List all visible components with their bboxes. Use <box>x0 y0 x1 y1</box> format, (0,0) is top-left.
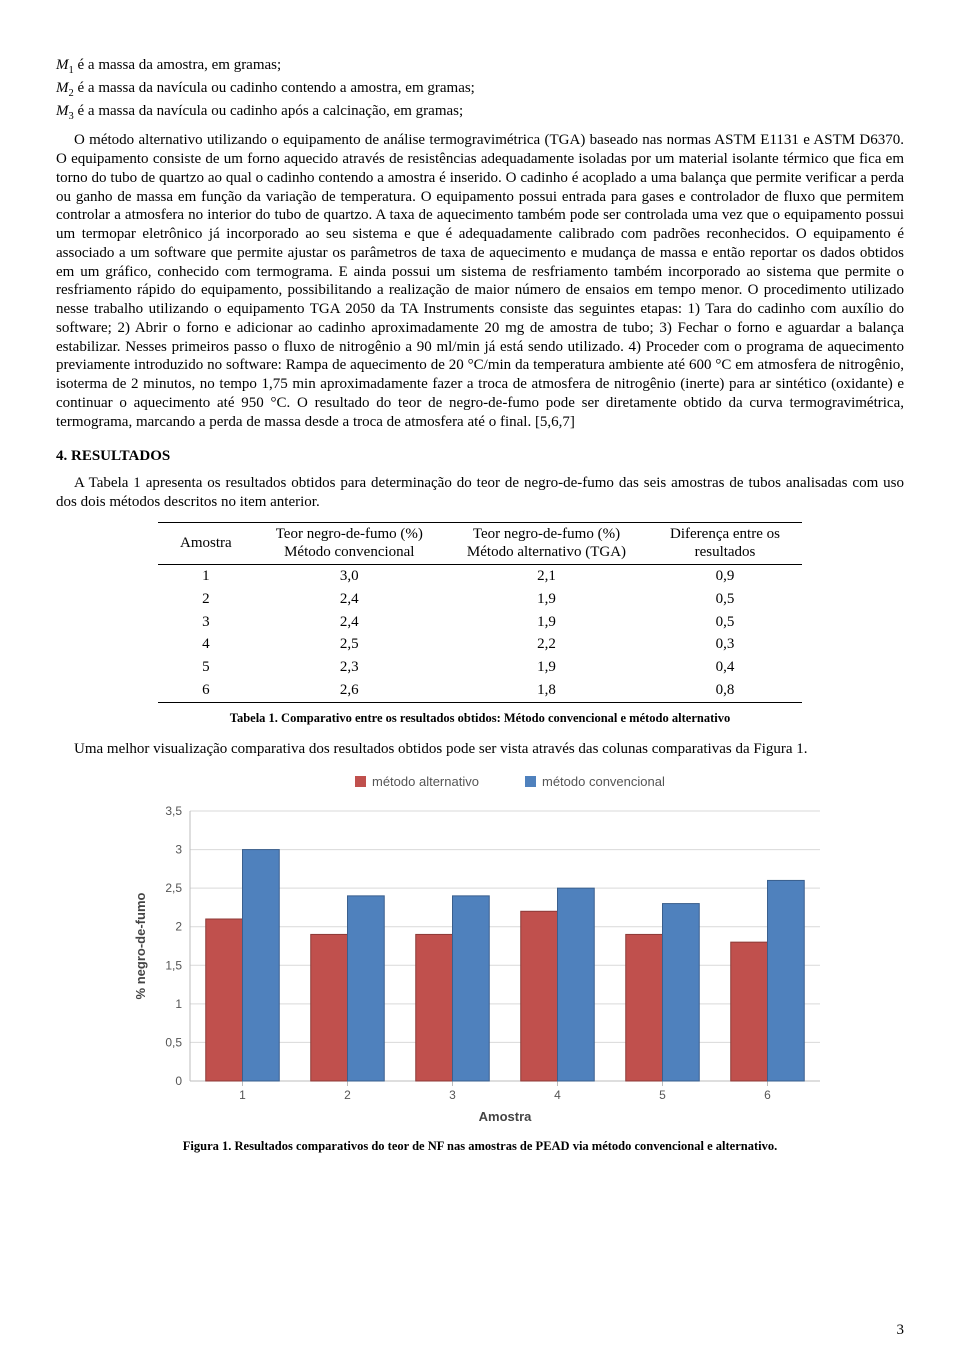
table-cell: 2,4 <box>254 611 445 634</box>
table-cell: 1 <box>158 565 254 588</box>
table-row: 32,41,90,5 <box>158 611 802 634</box>
y-tick-label: 3,5 <box>165 804 182 818</box>
legend-label: método convencional <box>542 774 665 789</box>
table-cell: 1,9 <box>445 656 648 679</box>
table-cell: 3,0 <box>254 565 445 588</box>
bar <box>521 911 558 1081</box>
bar <box>558 888 595 1081</box>
bar-chart: 0 0,5 1 1,5 2 2,5 3 3,5 1 2 3 4 5 6 % negro-de-fumo Amo… <box>120 771 840 1131</box>
section-heading-resultados: 4. RESULTADOS <box>56 447 904 466</box>
table-cell: 2,2 <box>445 633 648 656</box>
table-caption: Tabela 1. Comparativo entre os resultado… <box>56 711 904 727</box>
table-cell: 5 <box>158 656 254 679</box>
bar <box>731 942 768 1081</box>
legend-label: método alternativo <box>372 774 479 789</box>
table-cell: 6 <box>158 679 254 702</box>
y-tick-label: 2 <box>175 920 182 934</box>
table-cell: 4 <box>158 633 254 656</box>
bar <box>311 934 348 1081</box>
bar <box>348 896 385 1081</box>
table-cell: 2,3 <box>254 656 445 679</box>
page-number: 3 <box>897 1321 905 1340</box>
y-tick-label: 3 <box>175 843 182 857</box>
table-header-cell: Amostra <box>158 522 254 565</box>
table-cell: 0,3 <box>648 633 802 656</box>
table-cell: 0,5 <box>648 611 802 634</box>
table-cell: 2 <box>158 588 254 611</box>
x-tick-label: 4 <box>554 1088 561 1102</box>
table-row: 22,41,90,5 <box>158 588 802 611</box>
definition-line: M1 é a massa da amostra, em gramas; <box>56 56 904 77</box>
main-paragraph: O método alternativo utilizando o equipa… <box>56 131 904 431</box>
table-header-cell: Teor negro-de-fumo (%)Método alternativo… <box>445 522 648 565</box>
table-row: 42,52,20,3 <box>158 633 802 656</box>
table-cell: 1,8 <box>445 679 648 702</box>
table-cell: 2,4 <box>254 588 445 611</box>
x-tick-label: 5 <box>659 1088 666 1102</box>
bar <box>663 904 700 1081</box>
y-tick-label: 2,5 <box>165 881 182 895</box>
results-paragraph: A Tabela 1 apresenta os resultados obtid… <box>56 474 904 512</box>
table-cell: 0,5 <box>648 588 802 611</box>
table-cell: 1,9 <box>445 588 648 611</box>
table-cell: 2,6 <box>254 679 445 702</box>
y-tick-label: 0 <box>175 1074 182 1088</box>
table-row: 52,31,90,4 <box>158 656 802 679</box>
x-tick-label: 6 <box>764 1088 771 1102</box>
table-cell: 0,4 <box>648 656 802 679</box>
y-tick-label: 0,5 <box>165 1035 182 1049</box>
definition-line: M2 é a massa da navícula ou cadinho cont… <box>56 79 904 100</box>
table-cell: 1,9 <box>445 611 648 634</box>
bar <box>626 934 663 1081</box>
y-tick-label: 1,5 <box>165 958 182 972</box>
table-row: 13,02,10,9 <box>158 565 802 588</box>
table-header-cell: Teor negro-de-fumo (%)Método convenciona… <box>254 522 445 565</box>
x-tick-label: 2 <box>344 1088 351 1102</box>
table-header-cell: Diferença entre osresultados <box>648 522 802 565</box>
chart-legend: método alternativo método convencional <box>355 774 665 789</box>
table-cell: 3 <box>158 611 254 634</box>
bar <box>206 919 243 1081</box>
x-tick-label: 1 <box>239 1088 246 1102</box>
figure-caption: Figura 1. Resultados comparativos do teo… <box>56 1139 904 1155</box>
table-cell: 0,9 <box>648 565 802 588</box>
results-table: AmostraTeor negro-de-fumo (%)Método conv… <box>158 522 802 703</box>
bar <box>243 850 280 1081</box>
bar <box>768 880 805 1081</box>
x-tick-label: 3 <box>449 1088 456 1102</box>
y-tick-label: 1 <box>175 997 182 1011</box>
definition-line: M3 é a massa da navícula ou cadinho após… <box>56 102 904 123</box>
table-cell: 2,1 <box>445 565 648 588</box>
legend-swatch <box>355 776 366 787</box>
bar <box>416 934 453 1081</box>
y-axis-title: % negro-de-fumo <box>133 893 148 1000</box>
figure-intro-paragraph: Uma melhor visualização comparativa dos … <box>56 740 904 759</box>
table-cell: 2,5 <box>254 633 445 656</box>
x-axis-title: Amostra <box>479 1109 533 1124</box>
table-row: 62,61,80,8 <box>158 679 802 702</box>
legend-swatch <box>525 776 536 787</box>
table-cell: 0,8 <box>648 679 802 702</box>
bar <box>453 896 490 1081</box>
